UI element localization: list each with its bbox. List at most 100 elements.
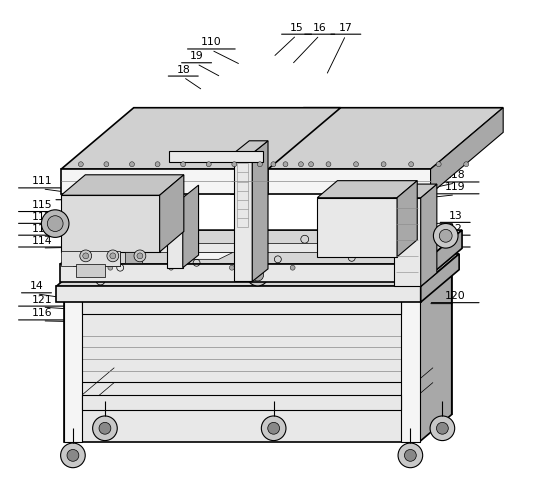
Polygon shape [61, 195, 160, 252]
Circle shape [354, 162, 359, 166]
Polygon shape [252, 243, 317, 252]
Circle shape [290, 265, 295, 270]
Text: 115: 115 [32, 200, 53, 210]
Text: 11: 11 [448, 236, 462, 246]
Circle shape [262, 416, 286, 441]
Circle shape [440, 229, 452, 242]
Polygon shape [433, 272, 452, 414]
Circle shape [243, 162, 248, 166]
Circle shape [41, 210, 69, 238]
Circle shape [398, 443, 423, 468]
Polygon shape [420, 272, 452, 442]
Text: 110: 110 [201, 38, 222, 47]
Text: 120: 120 [445, 291, 466, 301]
Polygon shape [61, 175, 184, 195]
Text: 117: 117 [70, 188, 90, 198]
Text: 118: 118 [445, 170, 465, 180]
Text: 17: 17 [339, 23, 353, 33]
Text: 114: 114 [32, 236, 53, 246]
Circle shape [80, 250, 92, 262]
Polygon shape [422, 230, 462, 283]
Text: 121: 121 [32, 294, 53, 305]
Circle shape [229, 265, 234, 270]
Circle shape [47, 216, 63, 232]
Text: 13: 13 [448, 211, 462, 221]
Circle shape [309, 162, 314, 166]
Circle shape [283, 162, 288, 166]
Circle shape [83, 253, 88, 259]
Circle shape [108, 265, 113, 270]
Polygon shape [83, 395, 401, 410]
Polygon shape [95, 272, 114, 414]
Text: 19: 19 [190, 51, 204, 61]
Circle shape [436, 422, 448, 434]
Circle shape [247, 264, 269, 286]
Circle shape [430, 416, 455, 441]
Polygon shape [61, 108, 340, 169]
Polygon shape [73, 252, 93, 266]
Polygon shape [60, 264, 422, 283]
Polygon shape [64, 299, 83, 442]
Circle shape [155, 162, 160, 166]
Polygon shape [114, 368, 433, 382]
Circle shape [257, 162, 262, 166]
Circle shape [271, 162, 276, 166]
Text: 111: 111 [32, 176, 53, 186]
Polygon shape [397, 181, 417, 257]
Polygon shape [231, 169, 430, 194]
Polygon shape [56, 287, 421, 302]
Circle shape [405, 450, 416, 461]
Polygon shape [56, 254, 459, 287]
Polygon shape [64, 299, 420, 442]
Polygon shape [234, 154, 252, 282]
Polygon shape [393, 198, 421, 287]
Polygon shape [317, 181, 417, 198]
Polygon shape [160, 175, 184, 252]
Circle shape [67, 450, 79, 461]
Polygon shape [169, 252, 233, 259]
Text: 14: 14 [29, 282, 43, 291]
Circle shape [268, 422, 280, 434]
Polygon shape [268, 108, 340, 194]
Polygon shape [101, 252, 120, 266]
Text: 12: 12 [448, 224, 462, 234]
Circle shape [434, 223, 458, 248]
Circle shape [110, 253, 116, 259]
Circle shape [408, 162, 414, 166]
Circle shape [107, 250, 119, 262]
Text: 16: 16 [313, 23, 326, 33]
Text: 116: 116 [32, 308, 53, 319]
Circle shape [134, 250, 146, 262]
Polygon shape [61, 169, 268, 194]
Circle shape [99, 422, 111, 434]
Polygon shape [125, 252, 143, 263]
Circle shape [206, 162, 211, 166]
Text: 15: 15 [289, 23, 303, 33]
Polygon shape [61, 251, 120, 266]
Circle shape [61, 443, 85, 468]
Circle shape [232, 162, 237, 166]
Circle shape [78, 162, 83, 166]
Circle shape [381, 162, 386, 166]
Text: 119: 119 [445, 182, 465, 192]
Circle shape [130, 162, 135, 166]
Polygon shape [64, 272, 452, 299]
Circle shape [436, 162, 441, 166]
Circle shape [137, 253, 143, 259]
Polygon shape [430, 108, 503, 194]
Polygon shape [167, 198, 183, 268]
Circle shape [326, 162, 331, 166]
Polygon shape [234, 141, 268, 154]
Polygon shape [421, 254, 459, 302]
Polygon shape [76, 264, 106, 277]
Text: 18: 18 [176, 65, 190, 75]
Polygon shape [183, 185, 198, 268]
Circle shape [104, 162, 109, 166]
Polygon shape [169, 151, 263, 162]
Circle shape [464, 162, 468, 166]
Polygon shape [231, 108, 503, 169]
Polygon shape [393, 184, 437, 198]
Polygon shape [421, 184, 437, 287]
Text: 112: 112 [32, 212, 53, 222]
Text: 113: 113 [32, 224, 53, 234]
